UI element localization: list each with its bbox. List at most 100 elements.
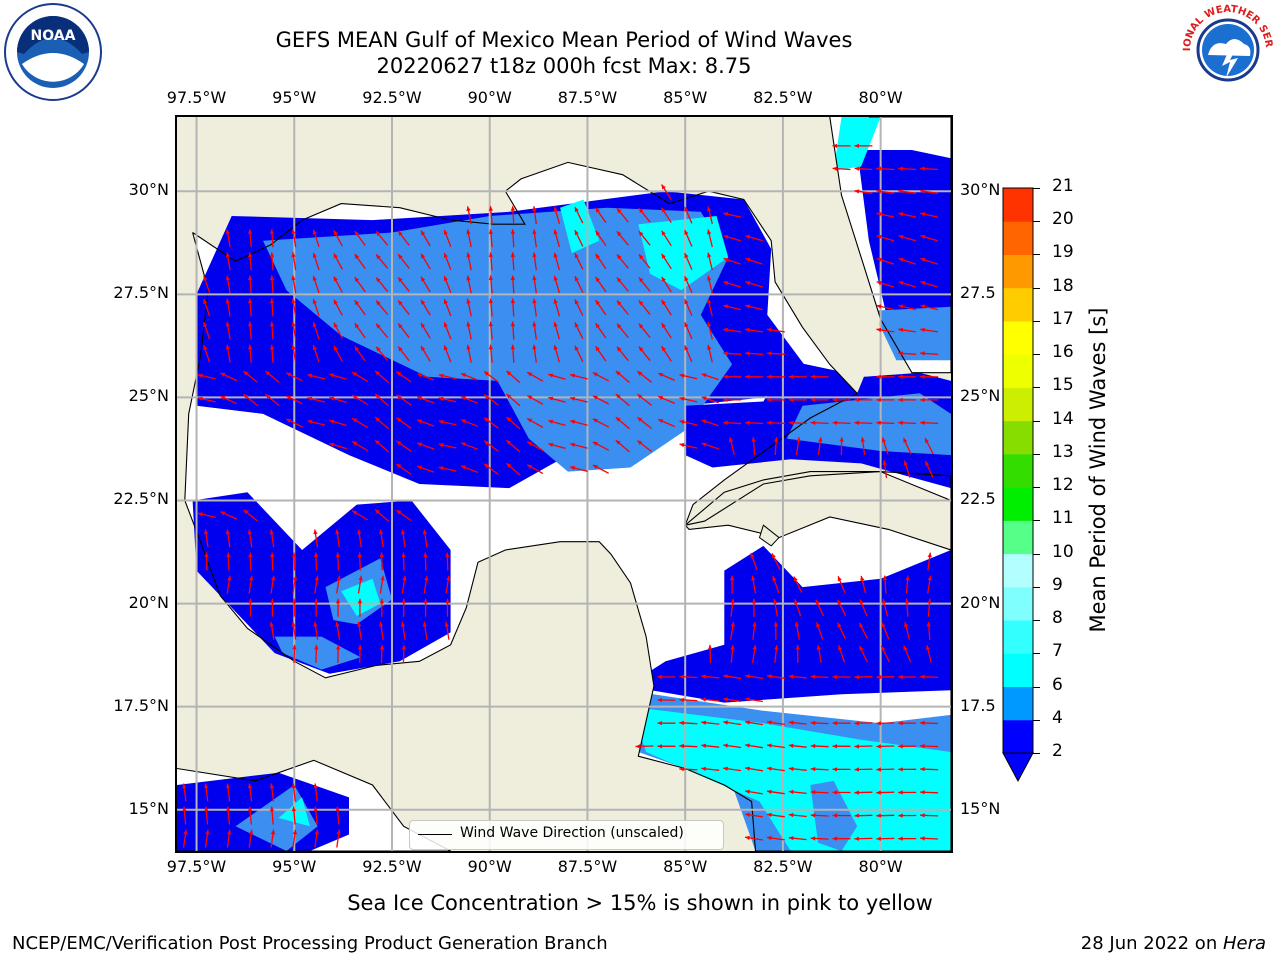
arrow-head [876, 166, 881, 171]
wave-direction-arrow [329, 373, 347, 380]
arrow-head [249, 829, 254, 835]
wave-direction-arrow [416, 419, 435, 427]
lon-tick-bottom: 85°W [663, 857, 708, 876]
wave-direction-arrow [810, 743, 829, 749]
arrow-head [270, 598, 275, 604]
arrow-head [926, 621, 931, 627]
arrow-head [788, 743, 794, 748]
arrow-head [506, 370, 512, 376]
arrow-head [333, 299, 338, 305]
arrow-head [701, 419, 707, 424]
arrow-head [616, 254, 622, 260]
wave-direction-arrow [920, 836, 939, 841]
arrow-head [375, 370, 380, 376]
arrow-head [270, 552, 275, 558]
wave-direction-arrow [751, 575, 757, 594]
arrow-head [423, 598, 428, 604]
wave-direction-arrow [723, 420, 742, 425]
arrow-head [197, 396, 203, 401]
lon-tick-bottom: 97.5°W [166, 857, 227, 876]
wave-direction-arrow [438, 466, 457, 472]
arrow-head [269, 344, 275, 350]
arrow-head [881, 645, 886, 651]
wave-direction-arrow [920, 327, 939, 333]
colorbar-segment [1003, 320, 1033, 355]
coastline-segment [177, 759, 451, 851]
arrow-head [810, 790, 816, 795]
wave-direction-arrow [248, 344, 253, 363]
wave-direction-arrow [510, 298, 516, 317]
wave-direction-arrow [795, 644, 800, 663]
arrow-head [920, 767, 925, 772]
wave-direction-arrow [876, 166, 895, 171]
arrow-head [570, 419, 575, 424]
wave-direction-arrow [859, 599, 868, 617]
arrow-head [248, 321, 253, 327]
arrow-head [417, 373, 423, 378]
arrow-head [595, 253, 600, 259]
arrow-head [810, 397, 816, 402]
arrow-head [422, 621, 428, 627]
wave-direction-arrow [532, 344, 537, 363]
arrow-head [723, 720, 728, 725]
wave-direction-arrow [445, 598, 450, 617]
arrow-head [898, 281, 904, 286]
coastline-segment [184, 161, 951, 851]
arrow-head [860, 575, 865, 581]
lat-tick-left: 25°N [128, 386, 169, 406]
wave-direction-arrow [401, 575, 407, 594]
arrow-head [832, 836, 838, 841]
arrow-head [882, 599, 887, 604]
arrow-head [767, 674, 772, 679]
wave-direction-arrow [335, 529, 341, 548]
wave-direction-arrow [336, 829, 341, 848]
wave-direction-arrow [460, 465, 479, 474]
wave-direction-arrow [510, 321, 516, 340]
arrow-head [661, 276, 666, 282]
wave-direction-arrow [416, 465, 435, 473]
wave-direction-arrow [854, 143, 873, 148]
wave-direction-arrow [203, 344, 211, 363]
arrow-head [788, 836, 794, 841]
arrow-head [788, 674, 794, 679]
wave-direction-arrow [243, 370, 258, 383]
wave-direction-arrow [657, 744, 676, 749]
wave-direction-arrow [532, 229, 537, 248]
wave-direction-arrow [657, 721, 676, 726]
wave-direction-arrow [312, 229, 320, 248]
wave-direction-arrow [707, 252, 713, 271]
arrow-head [876, 212, 882, 217]
arrow-head [484, 394, 489, 399]
arrow-head [484, 417, 489, 422]
arrow-head [466, 321, 471, 327]
arrow-head [815, 599, 820, 605]
arrow-head [854, 420, 859, 425]
arrow-head [920, 397, 925, 402]
wave-direction-arrow [595, 276, 607, 293]
arrow-head [227, 829, 232, 835]
wave-direction-arrow [397, 253, 410, 269]
arrow-head [333, 230, 338, 236]
arrow-head [793, 576, 798, 582]
arrow-head [398, 231, 403, 236]
wave-direction-arrow [357, 621, 362, 640]
colorbar-tick-mark [1033, 188, 1040, 189]
arrow-head [810, 813, 816, 818]
lon-tick-bottom: 87.5°W [557, 857, 618, 876]
arrow-head [376, 254, 381, 260]
arrow-head [312, 345, 317, 351]
arrow-head [661, 299, 666, 305]
wave-direction-arrow [832, 674, 851, 680]
arrow-head [767, 720, 772, 725]
wave-direction-arrow [616, 276, 629, 292]
arrow-head [920, 212, 926, 217]
wave-direction-arrow [661, 276, 672, 293]
wave-direction-arrow [766, 789, 785, 795]
wave-direction-arrow [569, 373, 588, 380]
wave-direction-arrow [876, 374, 895, 379]
arrow-head [466, 298, 471, 304]
wave-direction-arrow [837, 645, 846, 663]
colorbar-tick-label: 18 [1052, 275, 1074, 296]
colorbar-tick-label: 10 [1052, 541, 1074, 562]
wave-direction-arrow [816, 644, 822, 663]
